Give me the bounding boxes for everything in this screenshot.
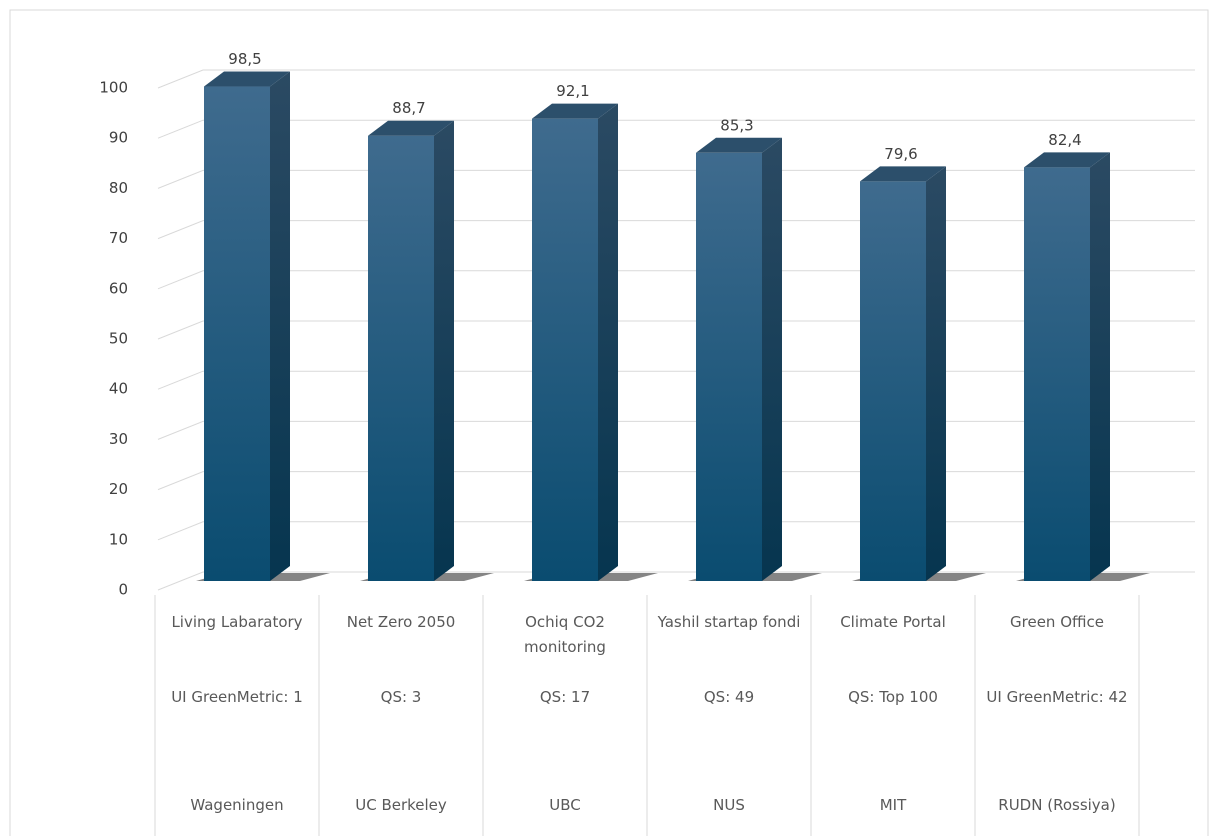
x-category-label: QS: Top 100 bbox=[848, 688, 938, 706]
x-category-label: Wageningen bbox=[190, 796, 284, 814]
bar-side bbox=[434, 120, 454, 581]
y-tick-label: 40 bbox=[109, 380, 128, 398]
bar-top bbox=[1024, 152, 1110, 168]
data-label: 82,4 bbox=[1048, 131, 1081, 149]
grid-line bbox=[157, 119, 1195, 139]
x-category-label: Living Labaratory bbox=[171, 613, 303, 631]
bar-top bbox=[204, 71, 290, 87]
bar-top bbox=[368, 120, 454, 136]
y-tick-label: 50 bbox=[109, 330, 128, 348]
bar-front bbox=[1024, 167, 1090, 582]
y-tick-label: 20 bbox=[109, 480, 128, 498]
bar-side bbox=[1090, 152, 1110, 582]
grid-line bbox=[157, 69, 1195, 89]
bar-front bbox=[696, 152, 762, 581]
data-label: 79,6 bbox=[884, 145, 917, 163]
x-category-label: QS: 3 bbox=[380, 688, 422, 706]
x-category-label: UI GreenMetric: 42 bbox=[986, 688, 1128, 706]
bar bbox=[196, 71, 330, 581]
bar-top bbox=[860, 166, 946, 182]
bar-side bbox=[926, 166, 946, 581]
bar-side bbox=[598, 103, 618, 582]
x-category-label: Green Office bbox=[1010, 613, 1104, 631]
x-category-label: NUS bbox=[713, 796, 745, 814]
bar-side bbox=[762, 137, 782, 581]
data-label: 98,5 bbox=[228, 50, 261, 68]
bar-front bbox=[204, 86, 270, 581]
x-category-label: UI GreenMetric: 1 bbox=[171, 688, 303, 706]
bar bbox=[360, 120, 494, 581]
bar bbox=[688, 137, 822, 581]
y-tick-label: 70 bbox=[109, 229, 128, 247]
y-tick-label: 90 bbox=[109, 129, 128, 147]
x-category-label: Net Zero 2050 bbox=[346, 613, 456, 631]
bar-top bbox=[532, 103, 618, 119]
x-category-label: QS: 17 bbox=[539, 688, 591, 706]
y-tick-label: 60 bbox=[109, 279, 128, 297]
grid-line bbox=[157, 169, 1195, 189]
y-tick-label: 30 bbox=[109, 430, 128, 448]
y-tick-label: 80 bbox=[109, 179, 128, 197]
x-category-label: Climate Portal bbox=[840, 613, 946, 631]
y-tick-label: 100 bbox=[99, 79, 128, 97]
x-category-label: RUDN (Rossiya) bbox=[998, 796, 1116, 814]
bar-front bbox=[860, 181, 926, 581]
bar bbox=[852, 166, 986, 581]
bar bbox=[524, 103, 658, 582]
bar-top bbox=[696, 137, 782, 153]
bar-side bbox=[270, 71, 290, 581]
y-tick-label: 0 bbox=[118, 581, 128, 599]
x-category-label: UC Berkeley bbox=[355, 796, 447, 814]
x-category-label: QS: 49 bbox=[703, 688, 755, 706]
x-category-label: Yashil startap fondi bbox=[657, 613, 801, 631]
chart-border bbox=[9, 9, 1209, 836]
bar bbox=[1016, 152, 1150, 582]
x-category-label: MIT bbox=[879, 796, 907, 814]
data-label: 92,1 bbox=[556, 82, 589, 100]
bar-front bbox=[532, 118, 598, 582]
data-label: 88,7 bbox=[392, 99, 425, 117]
x-category-label: UBC bbox=[549, 796, 581, 814]
x-category-label: Ochiq CO2 monitoring bbox=[524, 613, 606, 656]
data-label: 85,3 bbox=[720, 116, 753, 134]
y-tick-label: 10 bbox=[109, 530, 128, 548]
bar-front bbox=[368, 135, 434, 581]
